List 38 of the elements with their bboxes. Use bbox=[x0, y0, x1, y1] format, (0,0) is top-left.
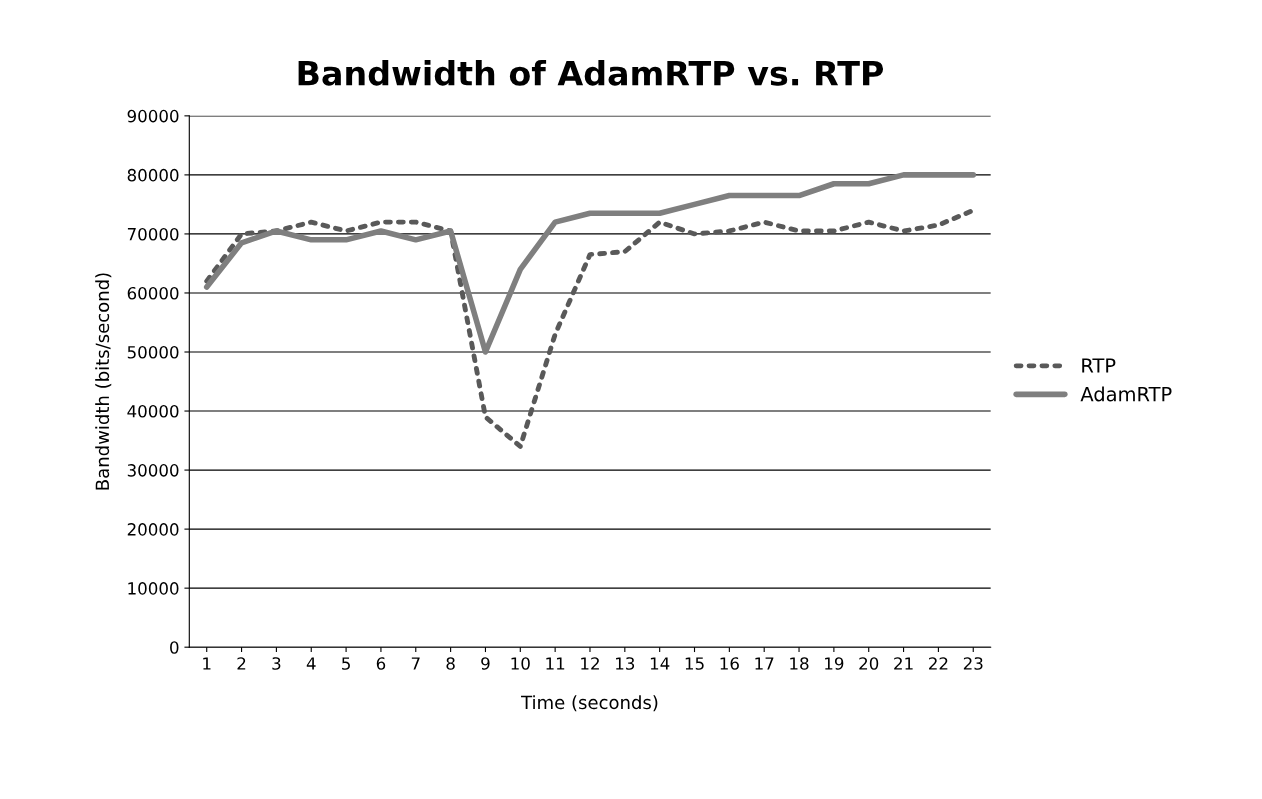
x-tick-label: 12 bbox=[581, 657, 599, 670]
y-tick-label: 80000 bbox=[127, 168, 179, 182]
y-tick-label: 70000 bbox=[127, 227, 179, 241]
y-axis-title: Bandwidth (bits/second) bbox=[95, 273, 112, 490]
x-tick-label: 16 bbox=[720, 657, 739, 670]
y-tick-label: 90000 bbox=[127, 109, 179, 123]
legend-label: AdamRTP bbox=[1080, 386, 1172, 402]
x-tick-label: 9 bbox=[481, 657, 490, 670]
y-tick-label: 50000 bbox=[127, 345, 179, 359]
x-tick-label: 22 bbox=[929, 657, 948, 670]
x-tick-label: 1 bbox=[203, 657, 211, 670]
x-tick-label: 23 bbox=[963, 657, 983, 670]
y-tick-label: 0 bbox=[170, 641, 179, 654]
x-tick-label: 2 bbox=[237, 657, 246, 670]
y-tick-label: 60000 bbox=[127, 286, 179, 300]
x-tick-label: 15 bbox=[685, 657, 704, 670]
legend-label: RTP bbox=[1082, 358, 1116, 373]
y-tick-label: 30000 bbox=[127, 464, 179, 477]
x-tick-label: 5 bbox=[342, 657, 350, 670]
x-tick-label: 3 bbox=[272, 657, 281, 670]
x-tick-label: 6 bbox=[376, 657, 386, 670]
x-tick-label: 4 bbox=[306, 657, 316, 670]
y-tick-label: 10000 bbox=[128, 582, 179, 595]
x-tick-label: 19 bbox=[825, 657, 844, 670]
x-tick-label: 20 bbox=[859, 657, 879, 670]
x-axis-title: Time (seconds) bbox=[521, 695, 658, 712]
x-tick-label: 11 bbox=[546, 657, 565, 670]
x-tick-label: 10 bbox=[511, 657, 530, 670]
y-tick-label: 20000 bbox=[127, 523, 179, 536]
x-tick-label: 14 bbox=[650, 657, 670, 670]
x-tick-label: 17 bbox=[755, 657, 774, 670]
x-tick-label: 7 bbox=[411, 657, 420, 670]
x-tick-label: 13 bbox=[616, 657, 635, 670]
chart-title: Bandwidth of AdamRTP vs. RTP bbox=[298, 59, 884, 86]
x-tick-label: 21 bbox=[894, 657, 913, 670]
x-tick-label: 8 bbox=[446, 657, 455, 670]
y-tick-label: 40000 bbox=[127, 405, 179, 418]
x-tick-label: 18 bbox=[790, 657, 809, 670]
